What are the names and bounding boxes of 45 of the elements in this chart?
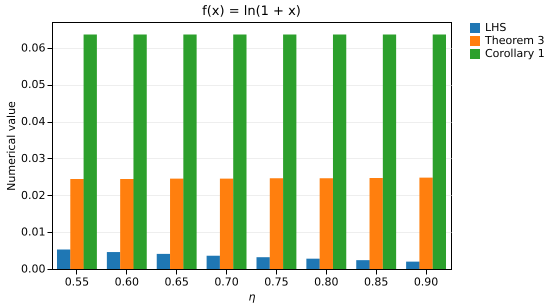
bar [56,249,70,269]
bar [233,34,247,269]
bar [270,178,284,269]
y-tick-label: 0.06 [21,41,46,54]
bar [306,258,320,269]
bar [106,252,120,269]
y-tick-label: 0.01 [21,226,46,239]
x-tick-label: 0.65 [164,276,189,288]
y-tick-label: 0.03 [21,152,46,165]
y-tick-label: 0.02 [21,188,46,202]
bar [432,34,446,269]
bar [133,34,147,269]
y-tick-label: 0.00 [21,262,46,276]
x-tick-label: 0.90 [414,276,438,288]
x-tick-label: 0.70 [214,276,239,288]
x-tick-label: 0.85 [364,276,388,288]
legend-label: LHS [485,21,506,34]
x-tick-label: 0.75 [264,276,289,288]
bar [283,34,296,269]
x-tick-label: 0.80 [314,276,339,288]
bar [70,179,84,269]
bar [256,257,270,269]
chart-title: f(x) = ln(1 + x) [202,4,301,19]
legend-label: Corollary 1 [485,47,545,60]
legend-label: Theorem 3 [484,34,544,47]
bar [170,178,184,269]
bar [84,34,97,269]
bar [382,34,396,269]
x-tick-label: 0.55 [64,276,90,288]
bar [370,178,383,269]
bar [220,178,234,269]
y-tick-label: 0.05 [21,78,46,92]
bar [156,254,170,269]
x-tick-label: 0.60 [114,276,140,288]
bar [356,260,370,269]
y-tick-label: 0.04 [21,115,46,128]
bar [332,34,346,269]
bar [183,34,197,269]
bar [120,179,134,269]
bar [419,178,433,269]
bar [406,262,420,269]
bar [320,178,333,269]
x-axis-title: η [248,290,256,304]
bar [206,256,220,269]
y-axis-title: Numerical value [5,100,18,191]
